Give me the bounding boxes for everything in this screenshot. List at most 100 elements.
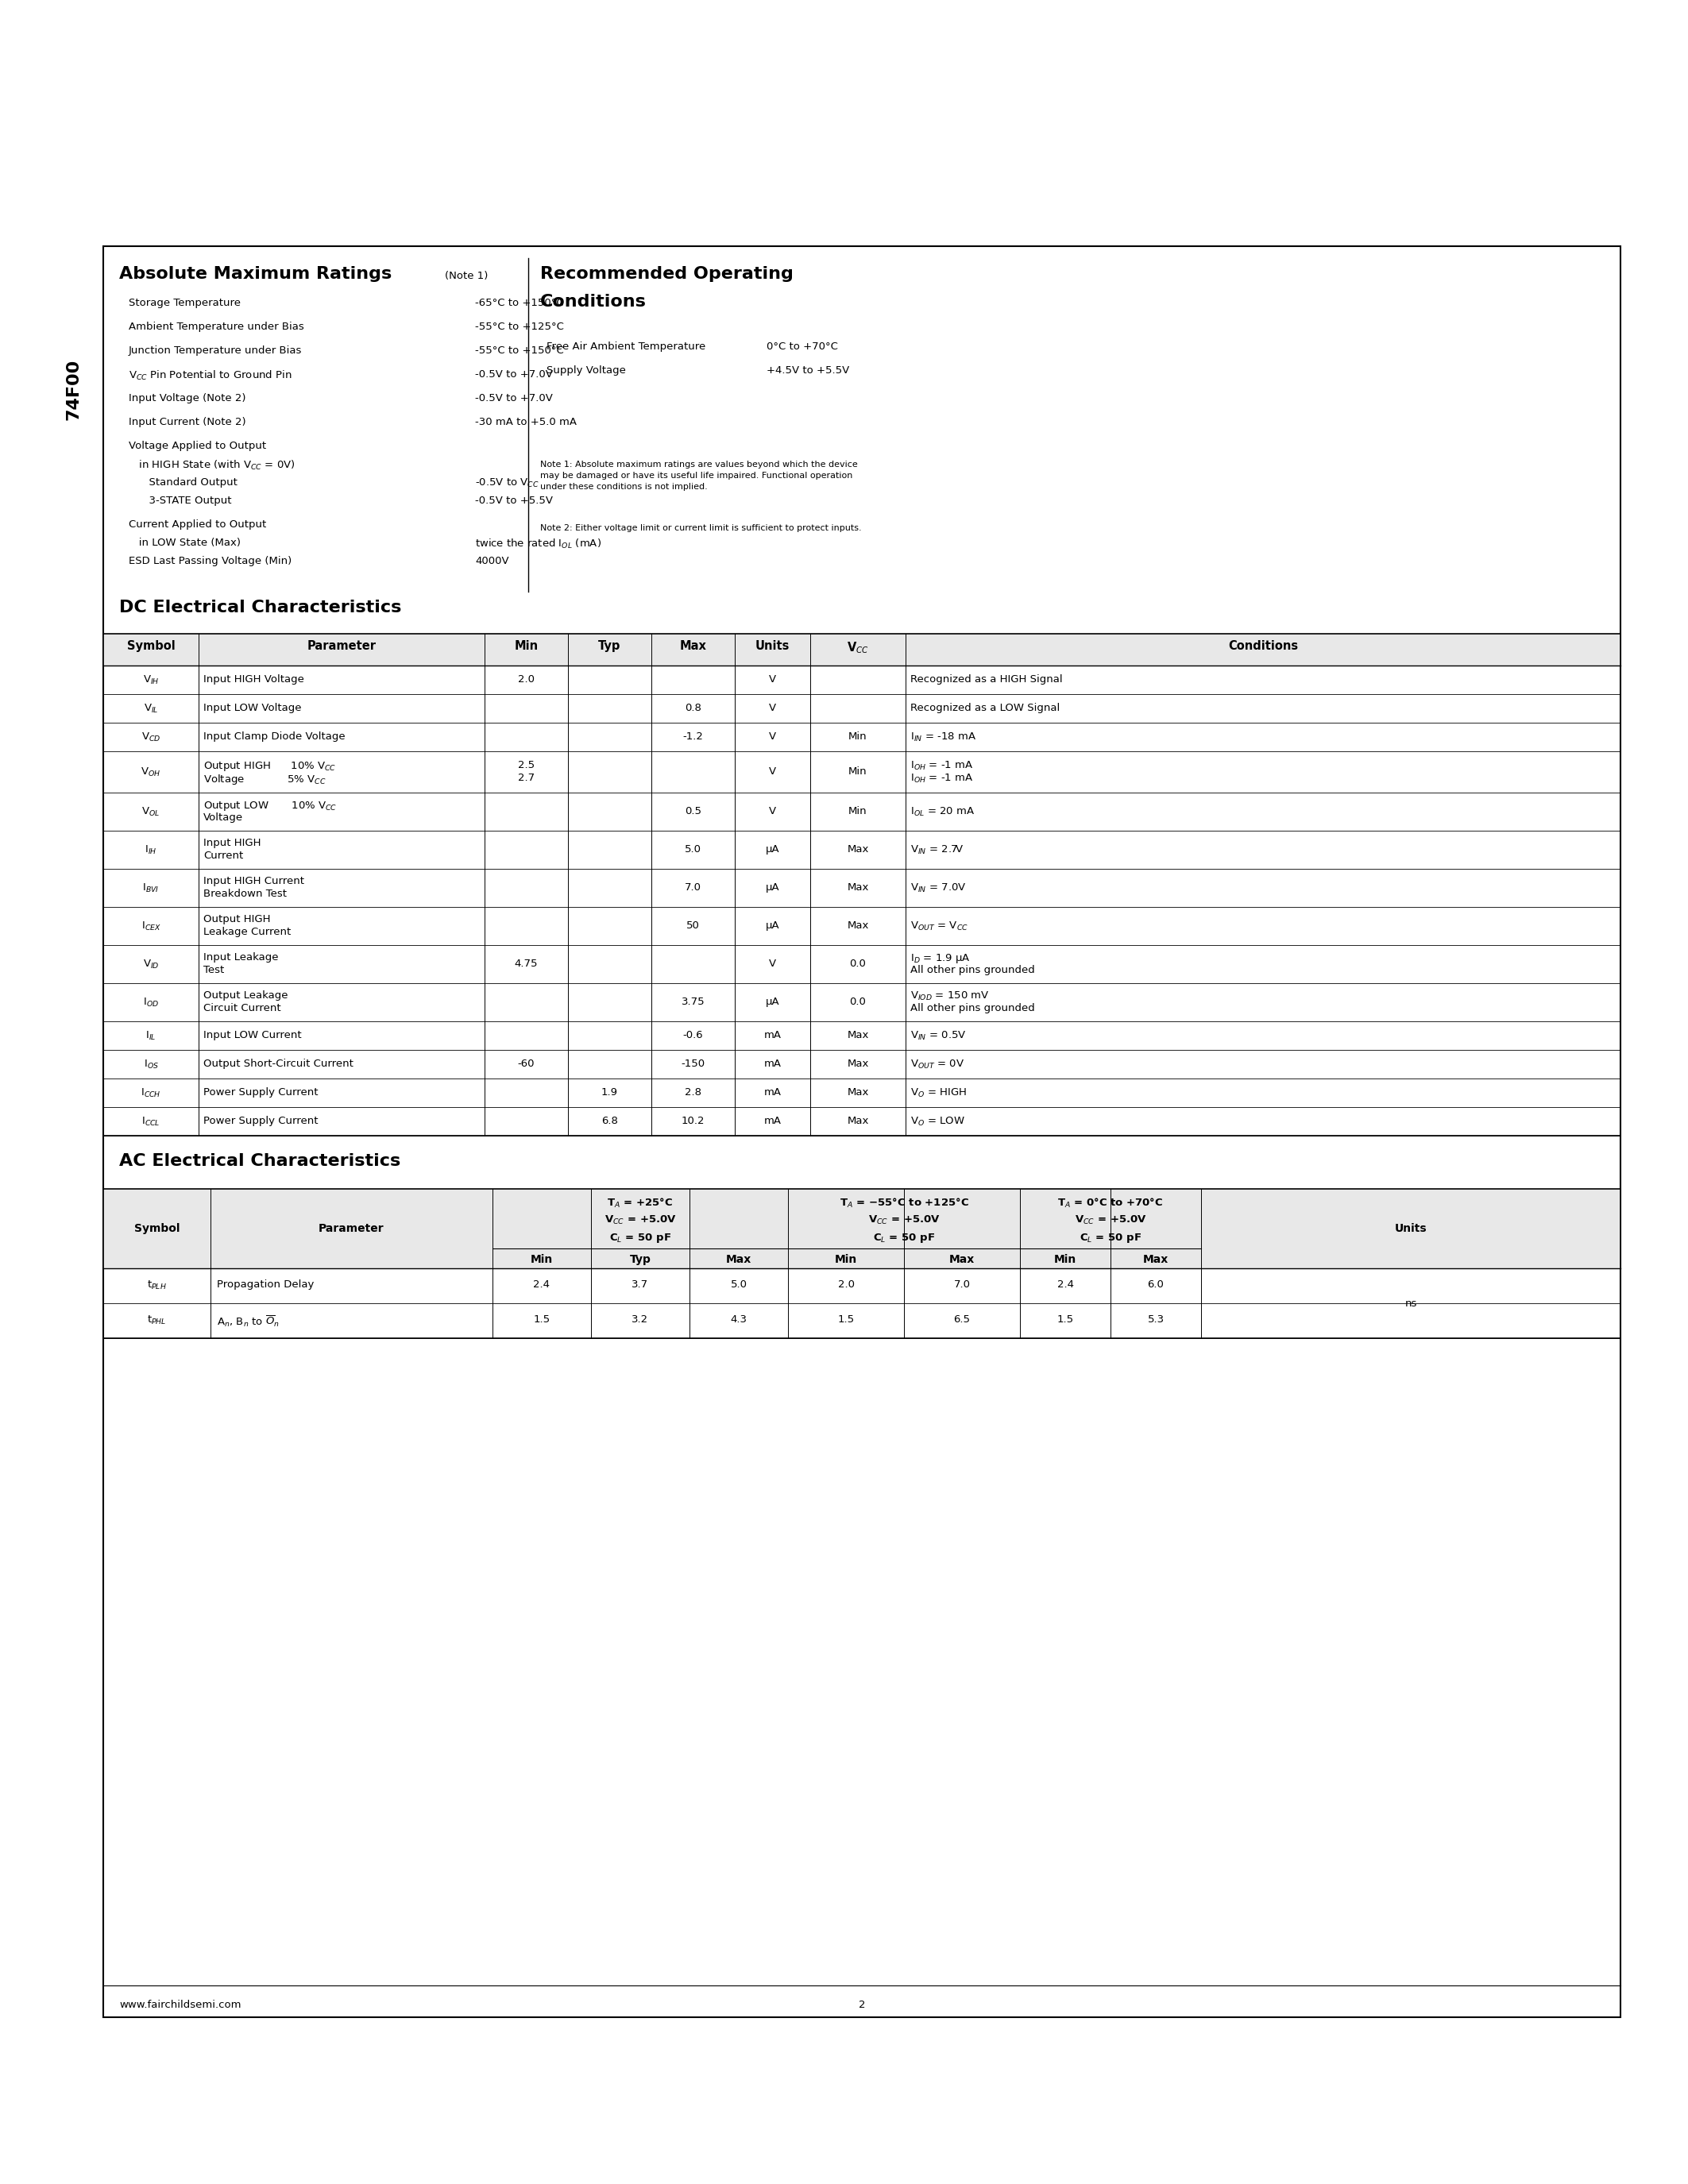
Text: V$_{OH}$: V$_{OH}$ bbox=[140, 767, 160, 778]
Bar bbox=[103, 633, 1620, 1136]
Text: 4.75: 4.75 bbox=[515, 959, 538, 970]
Text: Propagation Delay: Propagation Delay bbox=[216, 1280, 314, 1291]
Text: Output HIGH      10% V$_{CC}$: Output HIGH 10% V$_{CC}$ bbox=[203, 760, 336, 773]
Text: V$_{IN}$ = 2.7V: V$_{IN}$ = 2.7V bbox=[910, 845, 964, 856]
Text: V$_{CC}$ = +5.0V: V$_{CC}$ = +5.0V bbox=[604, 1214, 677, 1225]
Text: Max: Max bbox=[847, 1059, 869, 1068]
Text: -1.2: -1.2 bbox=[682, 732, 704, 743]
Text: ns: ns bbox=[1404, 1297, 1416, 1308]
Text: I$_{CEX}$: I$_{CEX}$ bbox=[142, 919, 160, 933]
Text: -65°C to +150°C: -65°C to +150°C bbox=[474, 297, 564, 308]
Text: 0°C to +70°C: 0°C to +70°C bbox=[766, 341, 837, 352]
Text: All other pins grounded: All other pins grounded bbox=[910, 1002, 1035, 1013]
Text: μA: μA bbox=[766, 845, 780, 854]
Text: 2.4: 2.4 bbox=[1057, 1280, 1074, 1291]
Text: Power Supply Current: Power Supply Current bbox=[203, 1116, 317, 1127]
Text: V: V bbox=[770, 767, 776, 778]
Text: 6.0: 6.0 bbox=[1148, 1280, 1165, 1291]
Text: 1.5: 1.5 bbox=[837, 1315, 854, 1326]
Text: Units: Units bbox=[1394, 1223, 1426, 1234]
Text: Output HIGH: Output HIGH bbox=[203, 915, 270, 924]
Text: I$_{OD}$: I$_{OD}$ bbox=[143, 996, 159, 1009]
Text: Max: Max bbox=[726, 1254, 751, 1265]
Text: Junction Temperature under Bias: Junction Temperature under Bias bbox=[128, 345, 302, 356]
Text: twice the rated I$_{OL}$ (mA): twice the rated I$_{OL}$ (mA) bbox=[474, 537, 601, 550]
Text: Recommended Operating: Recommended Operating bbox=[540, 266, 793, 282]
Text: I$_{IH}$: I$_{IH}$ bbox=[145, 845, 157, 856]
Text: 0.8: 0.8 bbox=[685, 703, 702, 714]
Text: V$_{ID}$: V$_{ID}$ bbox=[143, 959, 159, 970]
Text: 2.7: 2.7 bbox=[518, 773, 535, 784]
Text: I$_{CCL}$: I$_{CCL}$ bbox=[142, 1116, 160, 1127]
Text: in HIGH State (with V$_{CC}$ = 0V): in HIGH State (with V$_{CC}$ = 0V) bbox=[128, 459, 295, 472]
Text: V: V bbox=[770, 732, 776, 743]
Text: Conditions: Conditions bbox=[1229, 640, 1298, 653]
Text: www.fairchildsemi.com: www.fairchildsemi.com bbox=[120, 2001, 241, 2009]
Text: C$_L$ = 50 pF: C$_L$ = 50 pF bbox=[1079, 1232, 1141, 1245]
Text: 7.0: 7.0 bbox=[954, 1280, 971, 1291]
Text: Input HIGH Current: Input HIGH Current bbox=[203, 876, 304, 887]
Text: Min: Min bbox=[1053, 1254, 1077, 1265]
Text: 2.8: 2.8 bbox=[685, 1088, 702, 1099]
Text: V: V bbox=[770, 806, 776, 817]
Text: 1.5: 1.5 bbox=[1057, 1315, 1074, 1326]
Text: mA: mA bbox=[763, 1031, 782, 1040]
Text: Min: Min bbox=[530, 1254, 554, 1265]
Text: V$_{IL}$: V$_{IL}$ bbox=[143, 703, 159, 714]
Text: Symbol: Symbol bbox=[133, 1223, 179, 1234]
Text: Current Applied to Output: Current Applied to Output bbox=[128, 520, 267, 531]
Text: Power Supply Current: Power Supply Current bbox=[203, 1088, 317, 1099]
Text: Input LOW Voltage: Input LOW Voltage bbox=[203, 703, 302, 714]
Text: V$_{IN}$ = 0.5V: V$_{IN}$ = 0.5V bbox=[910, 1031, 967, 1042]
Text: Breakdown Test: Breakdown Test bbox=[203, 889, 287, 900]
Text: T$_A$ = 0°C to +70°C: T$_A$ = 0°C to +70°C bbox=[1057, 1197, 1163, 1210]
Text: Output Leakage: Output Leakage bbox=[203, 989, 289, 1000]
Text: V$_{CC}$ Pin Potential to Ground Pin: V$_{CC}$ Pin Potential to Ground Pin bbox=[128, 369, 292, 382]
Text: Max: Max bbox=[847, 1031, 869, 1040]
Text: Symbol: Symbol bbox=[127, 640, 176, 653]
Text: Units: Units bbox=[755, 640, 790, 653]
Text: Absolute Maximum Ratings: Absolute Maximum Ratings bbox=[120, 266, 392, 282]
Text: 4000V: 4000V bbox=[474, 557, 508, 566]
Text: 5.3: 5.3 bbox=[1148, 1315, 1165, 1326]
Text: 0.0: 0.0 bbox=[849, 996, 866, 1007]
Text: T$_A$ = +25°C: T$_A$ = +25°C bbox=[608, 1197, 674, 1210]
Text: I$_{OL}$ = 20 mA: I$_{OL}$ = 20 mA bbox=[910, 806, 976, 819]
Text: Max: Max bbox=[1143, 1254, 1168, 1265]
Bar bbox=[103, 1188, 1620, 1339]
Text: Voltage Applied to Output: Voltage Applied to Output bbox=[128, 441, 267, 452]
Text: Current: Current bbox=[203, 850, 243, 860]
Text: Output Short-Circuit Current: Output Short-Circuit Current bbox=[203, 1059, 353, 1068]
Text: Recognized as a HIGH Signal: Recognized as a HIGH Signal bbox=[910, 675, 1062, 684]
Text: DC Electrical Characteristics: DC Electrical Characteristics bbox=[120, 601, 402, 616]
Text: -0.6: -0.6 bbox=[684, 1031, 704, 1040]
Text: C$_L$ = 50 pF: C$_L$ = 50 pF bbox=[873, 1232, 935, 1245]
Text: 6.5: 6.5 bbox=[954, 1315, 971, 1326]
Text: Storage Temperature: Storage Temperature bbox=[128, 297, 241, 308]
Bar bbox=[103, 633, 1620, 666]
Text: 7.0: 7.0 bbox=[685, 882, 702, 893]
Text: T$_A$ = −55°C to +125°C: T$_A$ = −55°C to +125°C bbox=[839, 1197, 969, 1210]
Text: Input Leakage: Input Leakage bbox=[203, 952, 279, 963]
Text: V$_{CD}$: V$_{CD}$ bbox=[142, 732, 160, 743]
Text: V$_{OUT}$ = V$_{CC}$: V$_{OUT}$ = V$_{CC}$ bbox=[910, 919, 969, 933]
Text: I$_{IL}$: I$_{IL}$ bbox=[145, 1031, 157, 1042]
Text: I$_{CCH}$: I$_{CCH}$ bbox=[140, 1088, 160, 1099]
Text: μA: μA bbox=[766, 996, 780, 1007]
Text: V$_{CC}$ = +5.0V: V$_{CC}$ = +5.0V bbox=[1075, 1214, 1146, 1225]
Text: V$_{IN}$ = 7.0V: V$_{IN}$ = 7.0V bbox=[910, 882, 967, 893]
Text: Voltage             5% V$_{CC}$: Voltage 5% V$_{CC}$ bbox=[203, 773, 326, 786]
Text: 3-STATE Output: 3-STATE Output bbox=[128, 496, 231, 507]
Text: 0.5: 0.5 bbox=[685, 806, 702, 817]
Text: I$_{OH}$ = -1 mA: I$_{OH}$ = -1 mA bbox=[910, 760, 974, 771]
Text: Max: Max bbox=[847, 845, 869, 854]
Text: t$_{PHL}$: t$_{PHL}$ bbox=[147, 1315, 167, 1326]
Text: mA: mA bbox=[763, 1088, 782, 1099]
Text: Input LOW Current: Input LOW Current bbox=[203, 1031, 302, 1040]
Text: Note 1: Absolute maximum ratings are values beyond which the device
may be damag: Note 1: Absolute maximum ratings are val… bbox=[540, 461, 858, 491]
Text: Test: Test bbox=[203, 965, 225, 976]
Text: Ambient Temperature under Bias: Ambient Temperature under Bias bbox=[128, 321, 304, 332]
Text: Circuit Current: Circuit Current bbox=[203, 1002, 280, 1013]
Text: 4.3: 4.3 bbox=[731, 1315, 748, 1326]
Text: I$_{OH}$ = -1 mA: I$_{OH}$ = -1 mA bbox=[910, 773, 974, 784]
